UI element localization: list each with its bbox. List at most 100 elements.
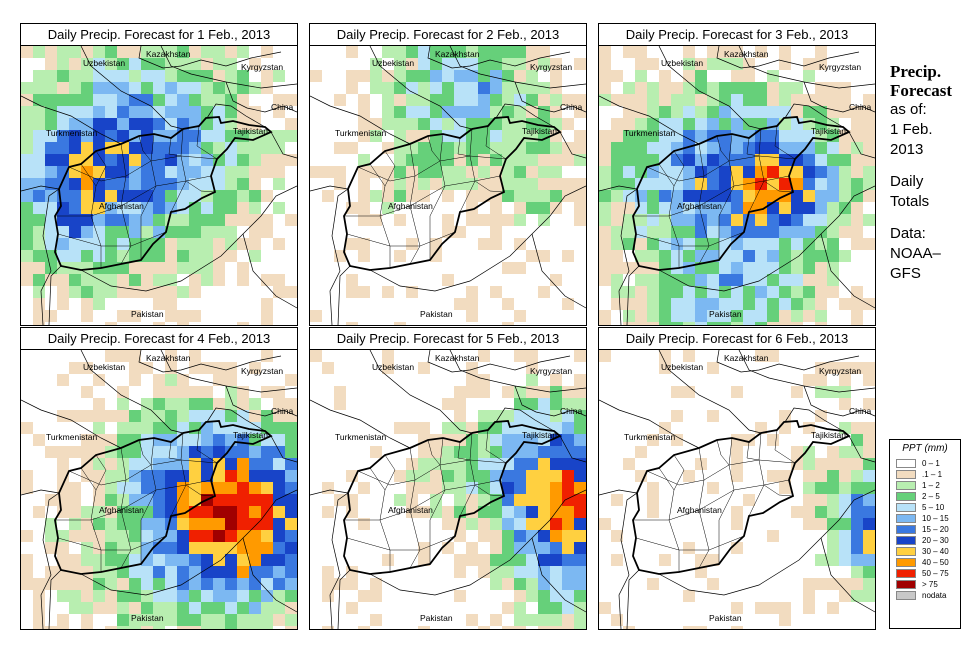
panel-title: Daily Precip. Forecast for 4 Feb., 2013 <box>21 328 297 350</box>
precip-cell <box>129 118 141 130</box>
precip-cell <box>141 274 153 286</box>
precip-cell <box>165 590 177 602</box>
precip-cell <box>514 310 526 322</box>
precip-cell <box>611 166 623 178</box>
precip-cell <box>839 142 851 154</box>
country-border <box>658 185 875 292</box>
precip-cell <box>225 374 237 386</box>
country-border <box>658 350 762 434</box>
precip-cell <box>743 322 755 325</box>
precip-cell <box>45 542 57 554</box>
precip-cell <box>803 58 815 70</box>
precip-cell <box>201 506 213 518</box>
precip-cell <box>322 362 334 374</box>
precip-cell <box>562 542 574 554</box>
precip-cell <box>454 386 466 398</box>
precip-cell <box>743 434 755 446</box>
precip-cell <box>249 530 261 542</box>
country-label-china: China <box>560 102 582 112</box>
precip-cell <box>261 350 273 362</box>
precip-cell <box>81 94 93 106</box>
precip-cell <box>117 554 129 566</box>
precip-cell <box>478 214 490 226</box>
precip-cell <box>815 154 827 166</box>
precip-cell <box>69 106 81 118</box>
precip-cell <box>791 214 803 226</box>
precip-cell <box>81 178 93 190</box>
precip-cell <box>719 178 731 190</box>
country-border <box>242 537 297 613</box>
precip-cell <box>177 590 189 602</box>
country-border <box>599 185 638 192</box>
legend-item: 20 – 30 <box>896 535 960 546</box>
precip-cell <box>707 286 719 298</box>
precip-cell <box>574 470 586 482</box>
precip-cell <box>550 398 562 410</box>
precip-cell <box>695 554 707 566</box>
precip-cell <box>623 298 635 310</box>
precip-cell <box>731 214 743 226</box>
precip-cell <box>105 94 117 106</box>
precip-cell <box>755 214 767 226</box>
precip-cell <box>779 322 791 325</box>
precip-cell <box>153 554 165 566</box>
precip-cell <box>779 166 791 178</box>
precip-cell <box>129 94 141 106</box>
precip-cell <box>538 590 550 602</box>
country-label-kyrgyzstan: Kyrgyzstan <box>819 366 861 376</box>
precip-cell <box>322 190 334 202</box>
legend-swatch <box>896 514 916 523</box>
precip-cell <box>45 518 57 530</box>
precip-cell <box>815 190 827 202</box>
country-border <box>206 103 266 128</box>
precip-cell <box>81 602 93 614</box>
precip-cell <box>599 202 611 214</box>
precip-cell <box>213 202 225 214</box>
precip-cell <box>538 94 550 106</box>
precip-cell <box>358 130 370 142</box>
precip-cell <box>599 262 611 274</box>
precip-cell <box>45 226 57 238</box>
precip-map: UzbekistanKazakhstanKyrgyzstanChinaTurkm… <box>599 46 875 325</box>
precip-cell <box>815 310 827 322</box>
precip-cell <box>574 94 586 106</box>
legend-item: > 75 <box>896 579 960 590</box>
precip-cell <box>21 214 33 226</box>
precip-cell <box>623 226 635 238</box>
precip-cell <box>514 590 526 602</box>
precip-cell <box>514 154 526 166</box>
precip-cell <box>201 422 213 434</box>
precip-cell <box>45 166 57 178</box>
precip-cell <box>707 410 719 422</box>
precip-cell <box>442 178 454 190</box>
precip-cell <box>382 46 394 58</box>
precip-cell <box>237 214 249 226</box>
precip-cell <box>105 410 117 422</box>
precip-cell <box>707 362 719 374</box>
precip-cell <box>574 446 586 458</box>
precip-cell <box>406 166 418 178</box>
precip-cell <box>273 422 285 434</box>
precip-cell <box>153 226 165 238</box>
precip-cell <box>647 202 659 214</box>
precip-cell <box>129 494 141 506</box>
precip-cell <box>671 322 683 325</box>
precip-cell <box>514 178 526 190</box>
precip-cell <box>731 142 743 154</box>
precip-cell <box>382 202 394 214</box>
precip-cell <box>502 386 514 398</box>
precip-cell <box>141 70 153 82</box>
country-border <box>369 489 586 596</box>
precip-cell <box>611 94 623 106</box>
precip-cell <box>526 398 538 410</box>
precip-cell <box>45 118 57 130</box>
legend-title: PPT (mm) <box>902 443 948 454</box>
precip-cell <box>442 542 454 554</box>
precip-cell <box>635 46 647 58</box>
precip-cell <box>755 250 767 262</box>
precip-cell <box>623 626 635 629</box>
precip-cell <box>21 422 33 434</box>
precip-cell <box>659 214 671 226</box>
precip-cell <box>779 482 791 494</box>
precip-cell <box>863 494 875 506</box>
